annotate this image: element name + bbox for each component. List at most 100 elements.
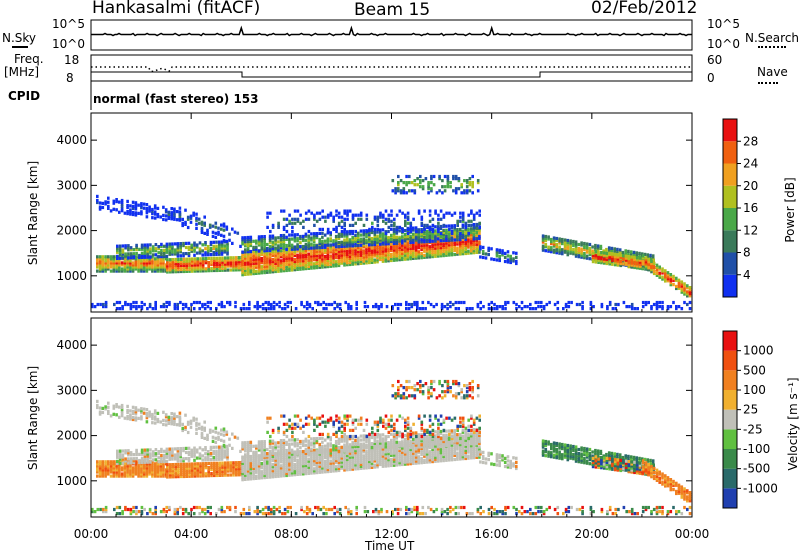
- power-cell: [246, 260, 250, 264]
- power-cell: [220, 252, 224, 256]
- velocity-cell: [109, 470, 113, 474]
- velocity-cell: [304, 457, 308, 461]
- power-cell: [348, 242, 352, 246]
- power-cell: [345, 248, 349, 253]
- power-cell: [550, 242, 553, 246]
- power-cell: [142, 265, 146, 269]
- power-cell: [127, 256, 130, 260]
- velocity-cell: [207, 472, 210, 476]
- velocity-cell: [453, 445, 456, 449]
- velocity-cell: [268, 439, 272, 443]
- power-cell: [118, 256, 122, 260]
- velocity-cell: [392, 451, 396, 455]
- velocity-cell: [390, 453, 393, 457]
- power-cell: [182, 269, 186, 274]
- power-cell: [277, 267, 280, 271]
- power-cell: [118, 300, 122, 305]
- power-cell: [390, 244, 393, 248]
- velocity-cell: [118, 468, 121, 472]
- power-cell: [398, 229, 401, 233]
- velocity-cell: [257, 470, 261, 474]
- velocity-cell: [348, 453, 352, 457]
- power-cell: [148, 261, 151, 265]
- power-cell: [215, 258, 219, 262]
- power-cell: [151, 216, 154, 220]
- power-cell: [197, 217, 201, 221]
- power-cell: [195, 243, 199, 247]
- power-cell: [195, 251, 199, 255]
- power-cell: [464, 245, 467, 249]
- power-cell: [145, 209, 149, 213]
- power-cell: [148, 305, 152, 309]
- power-cell: [312, 250, 316, 254]
- power-cell: [506, 250, 510, 254]
- velocity-cell: [423, 454, 426, 458]
- power-cell: [348, 254, 352, 258]
- power-cell: [255, 245, 258, 249]
- power-cell: [343, 209, 346, 213]
- power-cell: [293, 262, 297, 266]
- velocity-cell: [301, 468, 305, 472]
- power-cell: [425, 231, 429, 235]
- power-cell: [471, 307, 474, 311]
- power-cell: [318, 240, 321, 244]
- power-cell: [313, 217, 316, 221]
- power-cell: [153, 265, 157, 269]
- power-cell: [635, 260, 639, 264]
- power-cell: [438, 189, 441, 193]
- power-cell: [356, 253, 360, 258]
- power-cell: [204, 251, 207, 255]
- power-cell: [226, 262, 230, 266]
- power-cell: [288, 239, 291, 243]
- power-cell: [425, 255, 429, 259]
- power-cell: [159, 259, 162, 263]
- power-cell: [409, 251, 412, 255]
- power-cell: [266, 256, 269, 260]
- velocity-cell: [368, 455, 371, 459]
- power-cell: [446, 179, 450, 183]
- power-cell: [550, 248, 553, 252]
- velocity-cell: [207, 470, 210, 474]
- power-cell: [354, 254, 357, 258]
- power-cell: [439, 209, 443, 213]
- power-cell: [312, 254, 316, 258]
- velocity-cell: [126, 470, 129, 474]
- velocity-cell: [224, 473, 227, 477]
- velocity-cell: [321, 466, 324, 470]
- power-cell: [162, 267, 165, 271]
- power-cell: [293, 217, 297, 221]
- power-cell: [260, 257, 264, 261]
- power-cell: [131, 269, 135, 273]
- power-cell: [277, 244, 280, 248]
- power-cell: [464, 225, 468, 229]
- power-cell: [135, 305, 138, 309]
- power-cell: [166, 260, 169, 264]
- power-cell: [370, 230, 374, 235]
- velocity-cell: [279, 468, 283, 472]
- velocity-cell: [384, 454, 388, 458]
- power-cell: [246, 258, 250, 262]
- power-cell: [401, 251, 404, 255]
- power-cell: [334, 245, 338, 249]
- velocity-cell: [453, 451, 456, 455]
- velocity-cell: [431, 453, 434, 458]
- power-cell: [277, 246, 280, 250]
- power-cell: [468, 189, 472, 193]
- velocity-cell: [246, 467, 250, 471]
- power-cell: [277, 265, 280, 269]
- power-cell: [441, 185, 444, 189]
- power-cell: [174, 257, 177, 262]
- power-cell: [509, 254, 512, 258]
- power-cell: [349, 307, 353, 311]
- power-cell: [655, 263, 659, 267]
- power-cell: [329, 213, 333, 217]
- velocity-cell: [207, 461, 210, 466]
- power-cell: [212, 240, 216, 244]
- noise-tick-top-left: 10^5: [52, 17, 85, 31]
- velocity-cell: [301, 464, 305, 468]
- power-cell: [387, 255, 390, 259]
- power-cell: [416, 305, 419, 309]
- power-cell: [647, 268, 650, 272]
- power-cell: [447, 241, 451, 245]
- power-cell: [134, 265, 138, 269]
